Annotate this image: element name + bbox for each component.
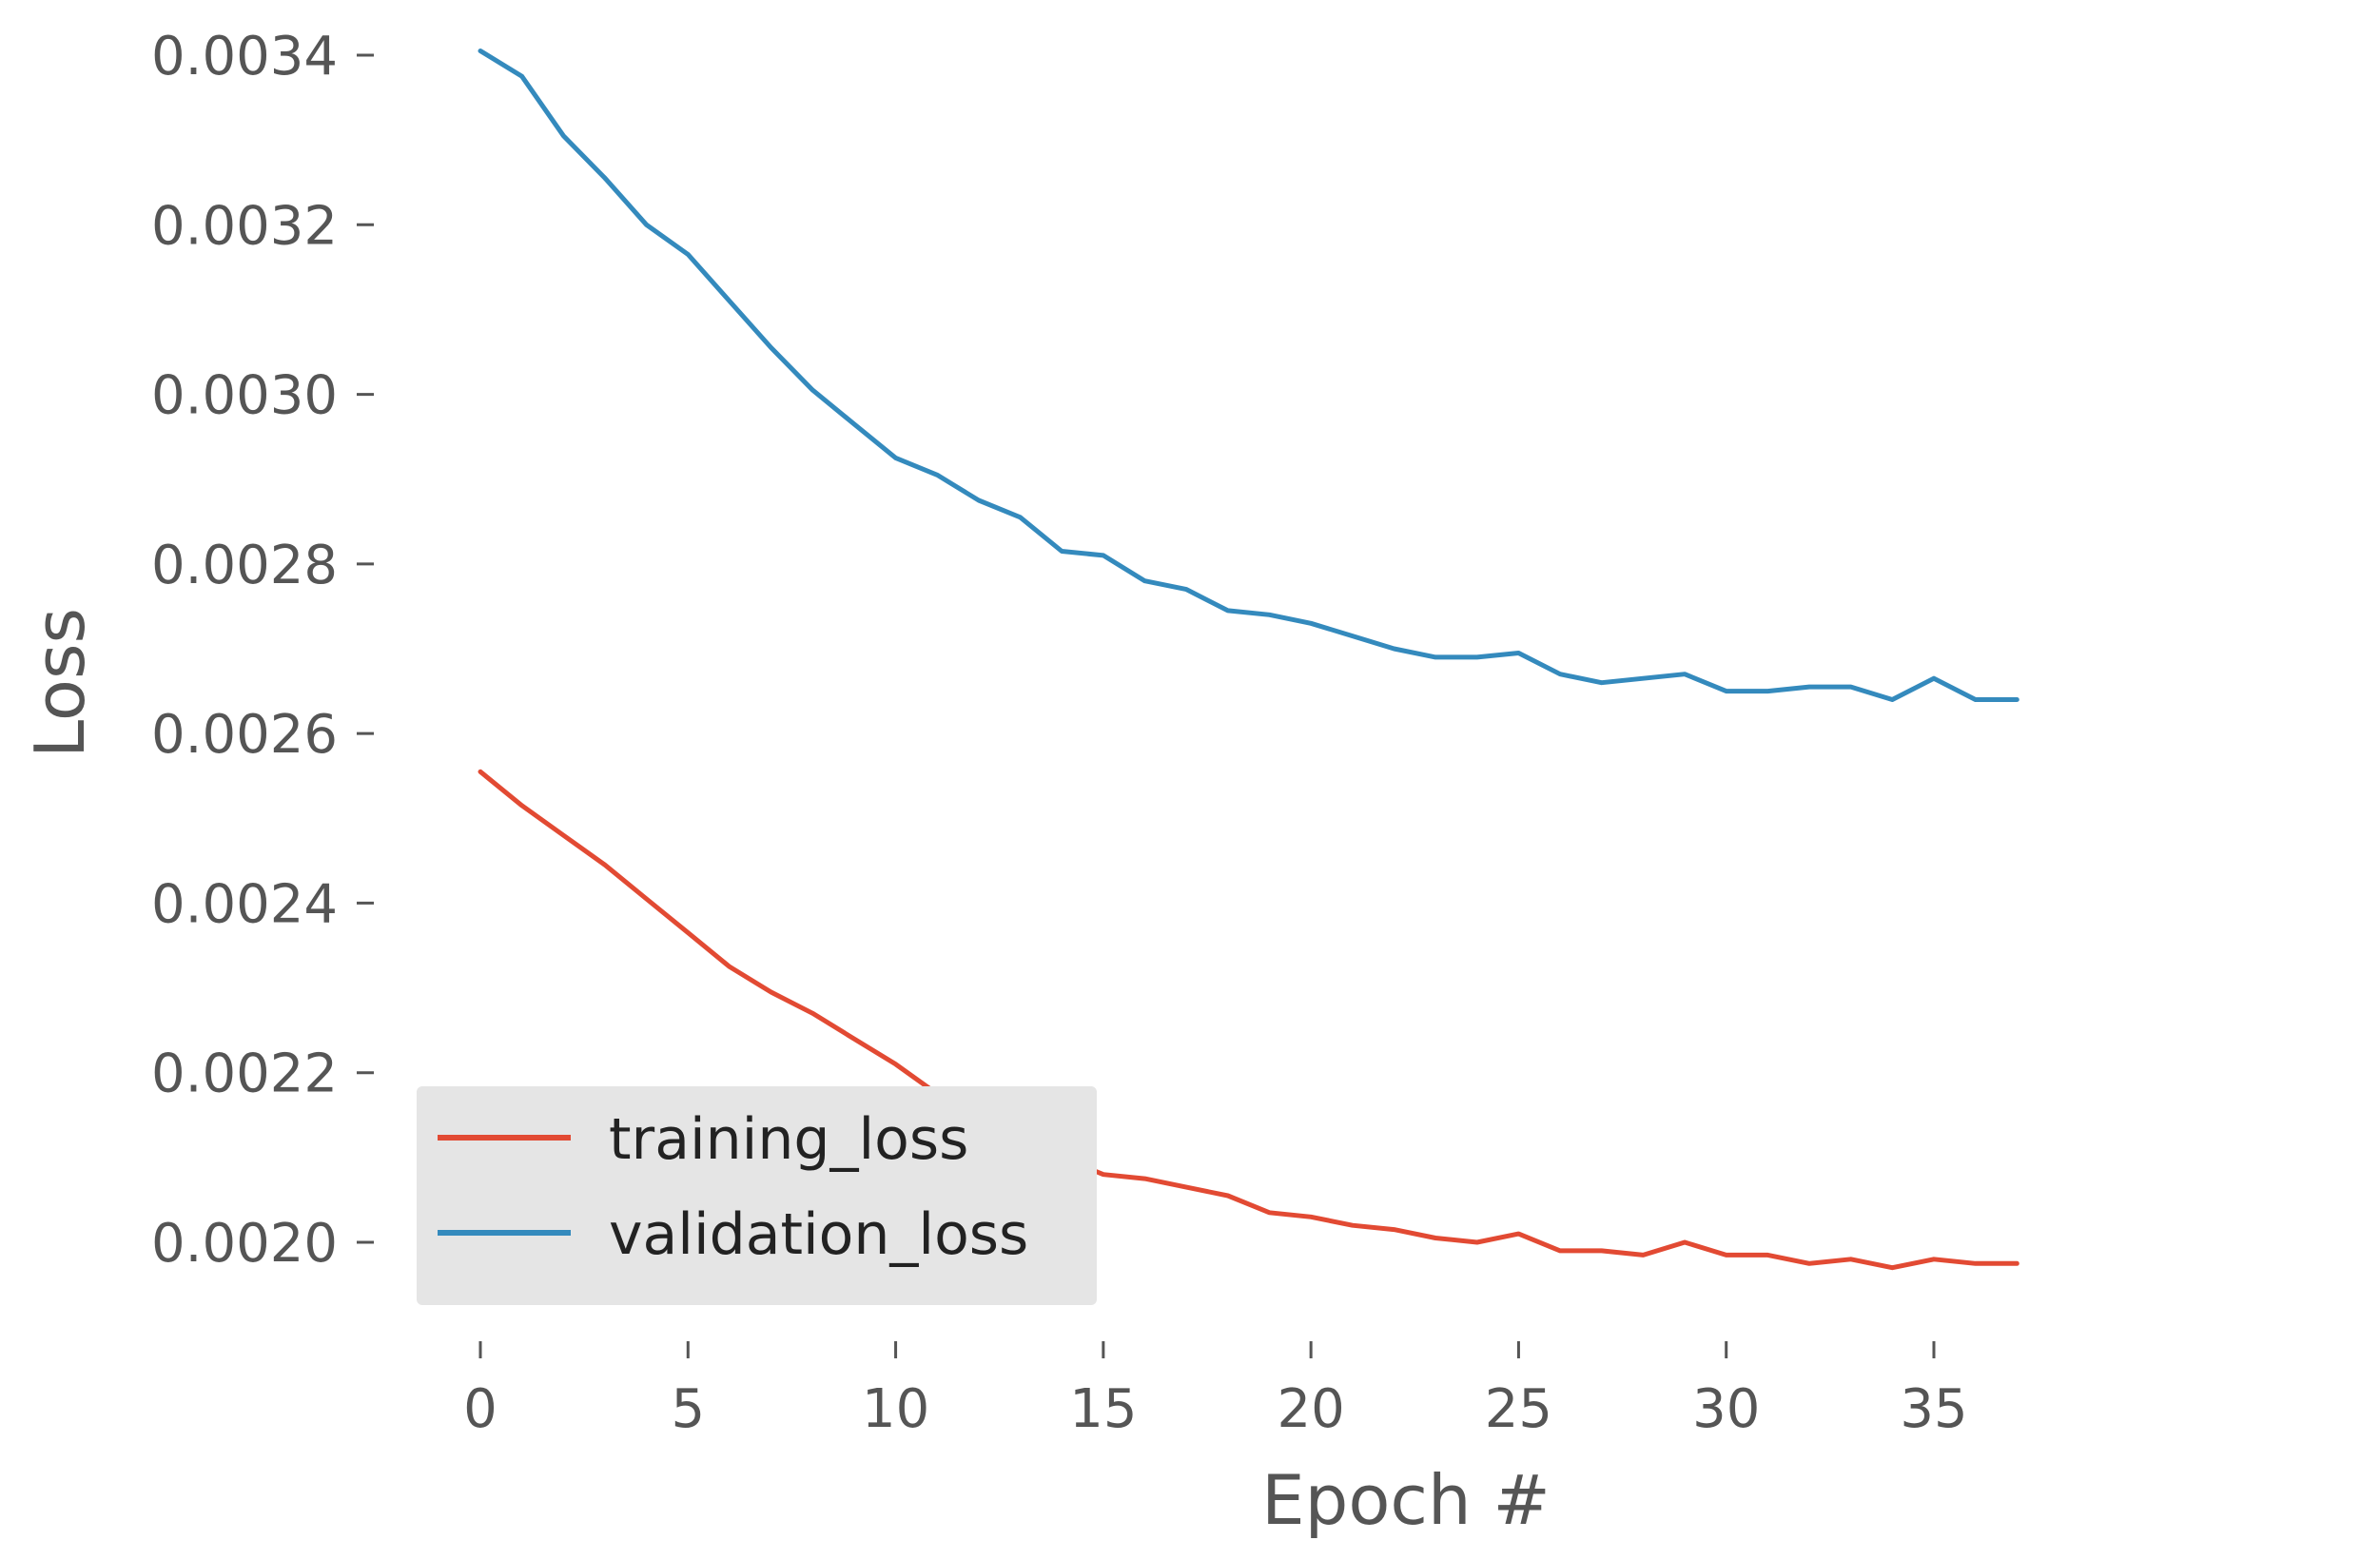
y-tick-label: 0.0028 [151,535,338,596]
series-lines [478,49,2019,1271]
y-tick-label: 0.0024 [151,873,338,935]
y-tick-label: 0.0034 [151,26,338,88]
x-tick-label: 0 [463,1378,497,1440]
x-tick-label: 30 [1692,1378,1760,1440]
x-tick-label: 10 [862,1378,929,1440]
x-tick-label: 20 [1278,1378,1345,1440]
legend-label-training-loss: training_loss [609,1106,968,1173]
y-axis-ticks: 0.0020 0.0022 0.0024 0.0026 0.0028 0.0030 0.00… [151,26,374,1275]
series-line-validation-loss [478,49,2019,702]
y-axis-label: Loss [20,608,100,758]
x-axis-label: Epoch # [1261,1460,1551,1540]
y-tick-label: 0.0030 [151,365,338,427]
legend-box [417,1086,1097,1305]
legend-label-validation-loss: validation_loss [609,1201,1028,1268]
series-line-training-loss [478,769,2019,1271]
y-tick-label: 0.0032 [151,195,338,257]
x-tick-label: 35 [1900,1378,1967,1440]
y-tick-label: 0.0020 [151,1213,338,1275]
y-tick-label: 0.0022 [151,1043,338,1105]
legend: training_loss validation_loss [417,1086,1097,1305]
x-tick-label: 25 [1485,1378,1552,1440]
x-tick-label: 15 [1069,1378,1137,1440]
y-tick-label: 0.0026 [151,704,338,766]
x-tick-label: 5 [671,1378,705,1440]
x-axis-ticks: 0 5 10 15 20 25 30 35 [463,1341,1968,1440]
